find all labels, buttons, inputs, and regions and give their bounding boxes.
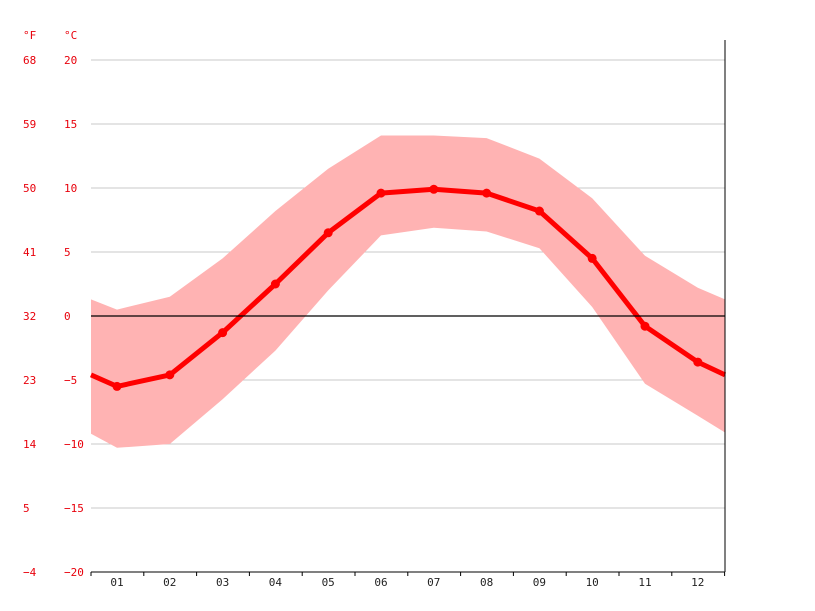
y-tick-label-f: 14 — [23, 438, 37, 451]
mean-temperature-line — [89, 186, 727, 389]
mean-temperature-point — [376, 188, 386, 198]
mean-temperature-point — [640, 321, 650, 331]
y-tick-label-f: 23 — [23, 374, 36, 387]
y-tick-label-c: 15 — [64, 118, 77, 131]
y-tick-label-f: 59 — [23, 118, 36, 131]
x-tick-label: 04 — [269, 576, 283, 589]
y-tick-label-c: −5 — [64, 374, 77, 387]
mean-temperature-point — [534, 206, 544, 216]
mean-temperature-point — [270, 279, 280, 289]
y-tick-label-c: −10 — [64, 438, 84, 451]
mean-temperature-point — [693, 357, 703, 367]
unit-label-c: °C — [64, 29, 77, 42]
line-layer — [89, 184, 727, 391]
mean-temperature-point — [112, 381, 122, 391]
x-tick-label: 10 — [586, 576, 599, 589]
mean-temperature-point — [482, 188, 492, 198]
unit-label-f: °F — [23, 29, 36, 42]
x-tick-label: 05 — [322, 576, 335, 589]
y-tick-label-f: 5 — [23, 502, 30, 515]
y-tick-label-c: 10 — [64, 182, 77, 195]
mean-temperature-point — [323, 228, 333, 238]
axis-layer — [90, 40, 726, 576]
y-tick-label-c: 20 — [64, 54, 77, 67]
mean-temperature-point — [165, 370, 175, 380]
x-tick-label: 01 — [110, 576, 123, 589]
y-tick-label-f: 32 — [23, 310, 36, 323]
x-tick-label: 11 — [638, 576, 651, 589]
y-tick-label-c: −15 — [64, 502, 84, 515]
y-tick-label-c: 0 — [64, 310, 71, 323]
mean-temperature-point — [218, 328, 228, 338]
x-tick-label: 06 — [374, 576, 387, 589]
mean-temperature-point — [429, 184, 439, 194]
x-tick-label: 12 — [691, 576, 704, 589]
band-layer — [91, 135, 725, 448]
x-tick-label: 09 — [533, 576, 546, 589]
temperature-range-band — [91, 135, 725, 448]
y-tick-label-f: 41 — [23, 246, 36, 259]
mean-temperature-point — [587, 253, 597, 263]
y-tick-label-c: −20 — [64, 566, 84, 579]
x-tick-label: 08 — [480, 576, 493, 589]
x-tick-label: 02 — [163, 576, 176, 589]
y-tick-label-f: −4 — [23, 566, 37, 579]
x-tick-label: 03 — [216, 576, 229, 589]
y-tick-label-f: 68 — [23, 54, 36, 67]
y-tick-label-f: 50 — [23, 182, 36, 195]
label-layer: 68 20 59 15 50 10 41 5 32 0 23 −5 14 −10 5 −15 −4 −20 °F °C… — [23, 29, 704, 589]
x-tick-label: 07 — [427, 576, 440, 589]
y-tick-label-c: 5 — [64, 246, 71, 259]
